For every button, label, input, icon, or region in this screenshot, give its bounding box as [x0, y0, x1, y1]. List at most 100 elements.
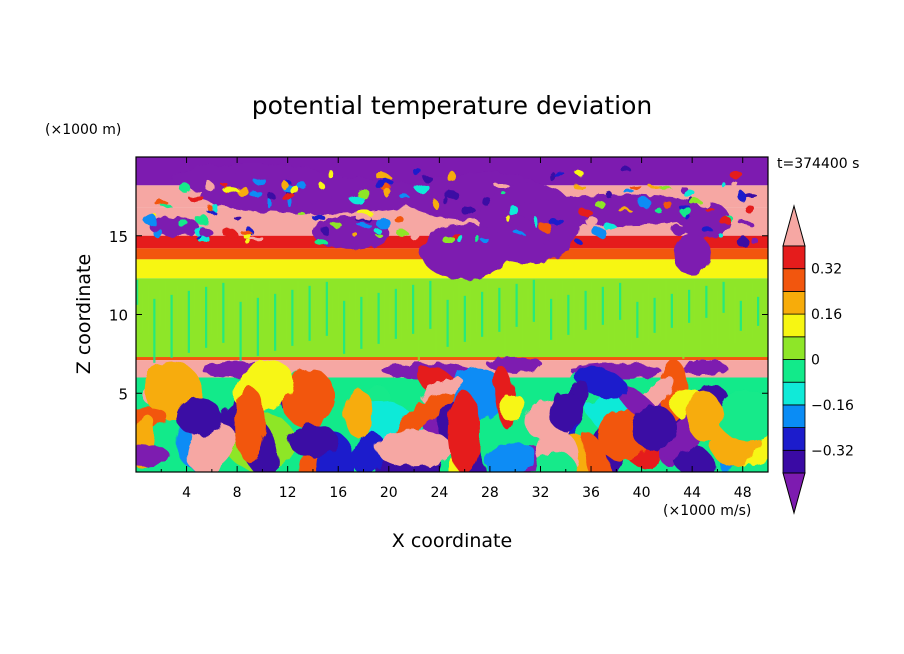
streak	[745, 291, 748, 335]
y-tick-label: 5	[118, 385, 128, 403]
upper-blob	[173, 163, 326, 195]
streak	[544, 284, 547, 313]
streak	[475, 300, 478, 333]
x-tick-label: 16	[329, 485, 347, 501]
upper-speck	[697, 197, 710, 208]
streak	[578, 299, 581, 326]
upper-speck	[223, 228, 237, 239]
streak	[394, 288, 397, 339]
upper-speck	[212, 202, 217, 212]
upper-speck	[603, 223, 617, 231]
streak	[624, 296, 627, 347]
streak	[515, 283, 518, 327]
upper-speck	[720, 181, 726, 187]
upper-speck	[702, 226, 713, 234]
upper-speck	[572, 184, 585, 189]
upper-speck	[188, 195, 204, 202]
streak	[653, 297, 656, 333]
eddy	[717, 390, 768, 442]
streak	[429, 280, 432, 329]
streak	[153, 298, 156, 363]
upper-speck	[220, 182, 229, 187]
streak	[642, 292, 645, 342]
streak	[331, 295, 334, 323]
upper-speck	[414, 184, 431, 193]
streak	[670, 293, 673, 328]
streak	[682, 298, 685, 359]
streak	[728, 295, 731, 340]
streak	[371, 301, 374, 340]
streak	[688, 289, 691, 323]
streak	[406, 293, 409, 330]
streak	[176, 285, 179, 322]
upper-speck	[432, 198, 438, 208]
streak	[532, 279, 535, 322]
chart-title: potential temperature deviation	[252, 91, 652, 120]
upper-speck	[574, 169, 583, 176]
streak	[446, 299, 449, 347]
upper-speck	[245, 238, 252, 246]
upper-speck	[718, 215, 731, 225]
y-axis-label: Z coordinate	[73, 254, 95, 374]
layer-band	[136, 278, 768, 358]
streak	[182, 299, 185, 349]
streak	[343, 300, 346, 354]
streak	[274, 293, 277, 351]
upper-speck	[586, 216, 599, 228]
streak	[590, 281, 593, 334]
x-tick-label: 48	[734, 485, 752, 501]
streak	[739, 300, 742, 331]
upper-speck	[318, 181, 324, 189]
streak	[492, 296, 495, 328]
streak	[164, 280, 167, 331]
streak	[619, 282, 622, 320]
x-axis-label: X coordinate	[392, 530, 512, 552]
upper-speck	[579, 208, 593, 218]
streak	[676, 284, 679, 332]
upper-speck	[357, 210, 373, 216]
x-tick-label: 20	[380, 485, 398, 501]
upper-speck	[281, 181, 289, 190]
upper-speck	[542, 238, 549, 245]
upper-speck	[593, 200, 606, 207]
streak	[596, 295, 599, 321]
streak	[711, 299, 714, 345]
upper-speck	[204, 180, 214, 191]
x-tick-label: 40	[633, 485, 651, 501]
streak	[314, 299, 317, 328]
upper-speck	[296, 211, 305, 215]
upper-speck	[248, 190, 262, 197]
upper-speck	[718, 233, 724, 238]
upper-speck	[413, 169, 423, 177]
upper-speck	[295, 182, 307, 189]
upper-speck	[230, 169, 244, 174]
colorbar-tick-label: 0.32	[811, 262, 842, 278]
colorbar-tick-label: −0.32	[811, 443, 854, 459]
colorbar: 0.32 0.16 0 −0.16 −0.32	[782, 204, 854, 515]
streak	[417, 298, 420, 361]
upper-speck	[268, 193, 277, 201]
streak	[141, 293, 144, 332]
upper-speck	[142, 213, 157, 225]
upper-speck	[397, 230, 409, 237]
streak	[389, 297, 392, 335]
streak	[601, 286, 604, 325]
upper-speck	[548, 170, 555, 181]
streak	[504, 301, 507, 359]
plot-area	[136, 157, 768, 472]
upper-speck	[514, 231, 525, 236]
upper-speck	[309, 193, 317, 205]
eddy-core	[448, 391, 482, 472]
colorbar-segment	[782, 381, 806, 406]
streak	[383, 283, 386, 348]
streak	[170, 294, 173, 358]
upper-speck	[679, 207, 693, 217]
upper-speck	[445, 192, 461, 200]
upper-speck	[731, 181, 739, 187]
streak	[308, 285, 311, 341]
streak	[762, 287, 765, 330]
streak	[630, 287, 633, 351]
eddy	[344, 390, 374, 438]
streak	[222, 282, 225, 343]
